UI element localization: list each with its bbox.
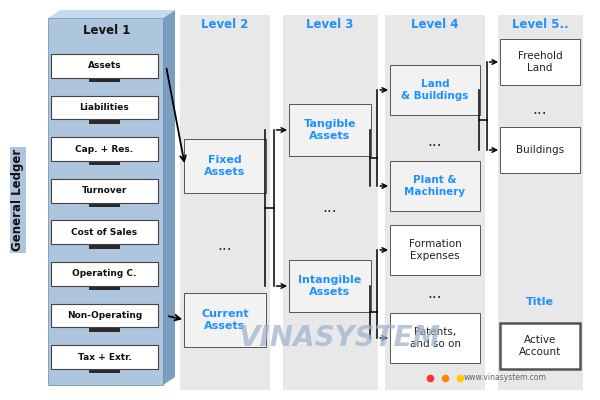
Text: Level 5..: Level 5.. — [512, 18, 568, 32]
Text: Level 4: Level 4 — [411, 18, 459, 32]
FancyBboxPatch shape — [51, 304, 158, 327]
FancyBboxPatch shape — [283, 15, 377, 390]
Polygon shape — [48, 10, 175, 18]
Text: Buildings: Buildings — [516, 145, 564, 155]
FancyBboxPatch shape — [390, 313, 480, 363]
Text: Cap. + Res.: Cap. + Res. — [76, 144, 134, 154]
FancyBboxPatch shape — [390, 225, 480, 275]
FancyBboxPatch shape — [184, 139, 266, 193]
FancyBboxPatch shape — [390, 65, 480, 115]
FancyBboxPatch shape — [51, 179, 158, 202]
FancyBboxPatch shape — [51, 220, 158, 244]
FancyBboxPatch shape — [500, 39, 580, 85]
Text: ...: ... — [218, 238, 232, 254]
FancyBboxPatch shape — [48, 18, 163, 385]
FancyBboxPatch shape — [51, 262, 158, 286]
Text: Active
Account: Active Account — [519, 335, 561, 357]
Text: Intangible
Assets: Intangible Assets — [298, 275, 362, 297]
FancyBboxPatch shape — [385, 15, 485, 390]
Text: General Ledger: General Ledger — [11, 149, 25, 251]
FancyBboxPatch shape — [89, 370, 120, 374]
FancyBboxPatch shape — [51, 54, 158, 78]
Text: Operating C.: Operating C. — [73, 270, 137, 278]
FancyBboxPatch shape — [184, 293, 266, 347]
FancyBboxPatch shape — [89, 162, 120, 165]
Text: Tax + Extr.: Tax + Extr. — [77, 353, 131, 362]
Text: Non-Operating: Non-Operating — [67, 311, 142, 320]
Text: Current
Assets: Current Assets — [201, 309, 249, 331]
Text: Level 3: Level 3 — [307, 18, 353, 32]
Polygon shape — [163, 10, 175, 385]
Text: www.vinasystem.com: www.vinasystem.com — [464, 374, 547, 382]
Text: Assets: Assets — [88, 61, 121, 70]
Text: Freehold
Land: Freehold Land — [518, 51, 562, 73]
Text: Level 2: Level 2 — [202, 18, 248, 32]
Text: Plant &
Machinery: Plant & Machinery — [404, 175, 466, 197]
Text: Tangible
Assets: Tangible Assets — [304, 119, 356, 141]
FancyBboxPatch shape — [51, 137, 158, 161]
Text: ...: ... — [428, 134, 442, 150]
FancyBboxPatch shape — [89, 328, 120, 332]
FancyBboxPatch shape — [51, 345, 158, 369]
FancyBboxPatch shape — [180, 15, 270, 390]
FancyBboxPatch shape — [289, 260, 371, 312]
FancyBboxPatch shape — [89, 120, 120, 124]
Text: VINASYSTEM: VINASYSTEM — [239, 324, 441, 352]
Text: ...: ... — [323, 200, 337, 216]
FancyBboxPatch shape — [51, 96, 158, 119]
Text: ...: ... — [533, 102, 547, 118]
Text: Title: Title — [526, 297, 554, 307]
Text: Cost of Sales: Cost of Sales — [71, 228, 137, 237]
Text: Patents,
and so on: Patents, and so on — [409, 327, 461, 349]
Text: Land
& Buildings: Land & Buildings — [401, 79, 469, 101]
FancyBboxPatch shape — [497, 15, 583, 390]
Text: Turnover: Turnover — [82, 186, 127, 195]
FancyBboxPatch shape — [289, 104, 371, 156]
Text: Fixed
Assets: Fixed Assets — [205, 155, 245, 177]
FancyBboxPatch shape — [89, 79, 120, 82]
FancyBboxPatch shape — [500, 323, 580, 369]
FancyBboxPatch shape — [500, 127, 580, 173]
Text: ...: ... — [428, 286, 442, 302]
Text: Liabilities: Liabilities — [80, 103, 130, 112]
FancyBboxPatch shape — [390, 161, 480, 211]
FancyBboxPatch shape — [89, 245, 120, 248]
Text: Level 1: Level 1 — [83, 24, 131, 36]
FancyBboxPatch shape — [89, 287, 120, 290]
FancyBboxPatch shape — [89, 204, 120, 207]
Text: Formation
Expenses: Formation Expenses — [409, 239, 461, 261]
